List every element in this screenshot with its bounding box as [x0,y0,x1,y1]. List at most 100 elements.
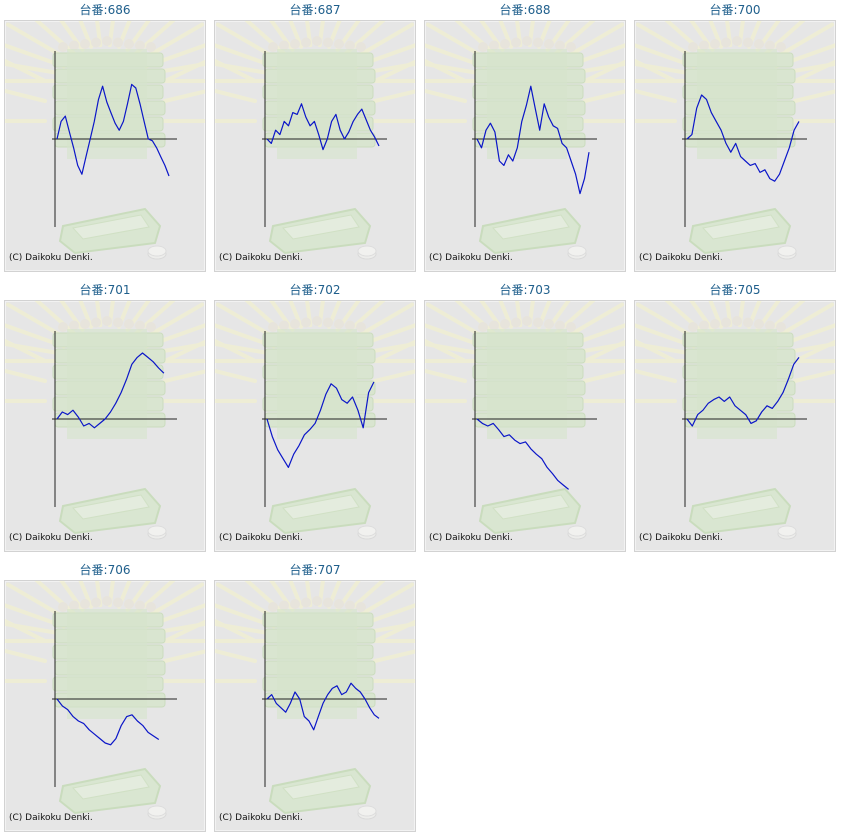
chart-cell: 台番:706 (C) Daikoku Denki. [4,560,206,832]
tray-watermark [58,767,162,815]
machine-title: 台番:707 [214,560,416,580]
watermark-group [215,581,415,820]
copyright-label: (C) Daikoku Denki. [219,533,303,543]
tray-watermark [268,767,372,815]
stacked-trays-watermark [682,329,796,439]
machine-number: 686 [107,3,131,17]
side-rays [215,59,415,123]
tray-watermark [478,487,582,535]
chart-panel: (C) Daikoku Denki. [214,580,416,832]
chart-svg [425,301,625,540]
crowd-watermark [478,36,576,52]
series-line [56,83,170,177]
coin-watermark [777,525,797,540]
copyright-label: (C) Daikoku Denki. [639,533,723,543]
machine-number: 701 [107,283,131,297]
chart-panel: (C) Daikoku Denki. [4,300,206,552]
tray-watermark [688,207,792,255]
chart-panel: (C) Daikoku Denki. [634,20,836,272]
tray-watermark [58,207,162,255]
coin-watermark [357,805,377,820]
series-line [56,352,165,429]
crowd-watermark [268,596,366,612]
chart-svg [215,301,415,540]
side-rays [215,619,415,683]
copyright-label: (C) Daikoku Denki. [429,253,513,263]
tray-watermark [268,487,372,535]
copyright-label: (C) Daikoku Denki. [9,253,93,263]
coin-watermark [357,525,377,540]
side-rays [425,339,625,403]
watermark-group [215,301,415,540]
machine-title-prefix: 台番: [499,3,528,17]
coin-watermark [777,245,797,260]
machine-title: 台番:687 [214,0,416,20]
chart-cell: 台番:703 (C) Daikoku Denki. [424,280,626,552]
machine-title-prefix: 台番: [79,3,108,17]
stacked-trays-watermark [472,49,586,159]
stacked-trays-watermark [262,49,376,159]
crowd-watermark [688,316,786,332]
watermark-group [425,21,625,260]
machine-title-prefix: 台番: [289,3,318,17]
machine-title: 台番:705 [634,280,836,300]
machine-title-prefix: 台番: [79,283,108,297]
chart-svg [5,581,205,820]
crowd-watermark [688,36,786,52]
copyright-label: (C) Daikoku Denki. [429,533,513,543]
machine-title: 台番:702 [214,280,416,300]
chart-svg [215,21,415,260]
stacked-trays-watermark [52,329,166,439]
watermark-group [635,21,835,260]
machine-number: 700 [737,3,761,17]
stacked-trays-watermark [52,49,166,159]
machine-number: 706 [107,563,131,577]
side-rays [215,339,415,403]
machine-number: 702 [317,283,341,297]
coin-watermark [147,525,167,540]
machine-title: 台番:686 [4,0,206,20]
machine-title: 台番:700 [634,0,836,20]
series-line [56,698,160,746]
chart-cell: 台番:686 (C) Daikoku Denki. [4,0,206,272]
machine-title: 台番:703 [424,280,626,300]
crowd-watermark [478,316,576,332]
machine-title-prefix: 台番: [709,3,738,17]
machine-title: 台番:706 [4,560,206,580]
stacked-trays-watermark [262,329,376,439]
watermark-group [5,581,205,820]
machine-title-prefix: 台番: [499,283,528,297]
machine-number: 703 [527,283,551,297]
chart-cell: 台番:688 (C) Daikoku Denki. [424,0,626,272]
coin-watermark [147,805,167,820]
copyright-label: (C) Daikoku Denki. [219,813,303,823]
coin-watermark [147,245,167,260]
series-line [476,85,590,195]
machine-title: 台番:688 [424,0,626,20]
watermark-group [425,301,625,540]
stacked-trays-watermark [682,49,796,159]
machine-title-prefix: 台番: [289,283,318,297]
copyright-label: (C) Daikoku Denki. [639,253,723,263]
machine-title: 台番:701 [4,280,206,300]
machine-title-prefix: 台番: [79,563,108,577]
copyright-label: (C) Daikoku Denki. [219,253,303,263]
chart-cell: 台番:687 (C) Daikoku Denki. [214,0,416,272]
chart-cell: 台番:705 (C) Daikoku Denki. [634,280,836,552]
series-line [266,103,380,151]
side-rays [635,59,835,123]
watermark-group [215,21,415,260]
side-rays [5,339,205,403]
copyright-label: (C) Daikoku Denki. [9,813,93,823]
series-line [686,94,800,182]
stacked-trays-watermark [472,329,586,439]
stacked-trays-watermark [52,609,166,719]
crowd-watermark [58,36,156,52]
coin-watermark [567,525,587,540]
machine-title-prefix: 台番: [709,283,738,297]
stacked-trays-watermark [262,609,376,719]
machine-number: 688 [527,3,551,17]
chart-panel: (C) Daikoku Denki. [4,20,206,272]
series-line [476,418,569,490]
chart-svg [635,21,835,260]
